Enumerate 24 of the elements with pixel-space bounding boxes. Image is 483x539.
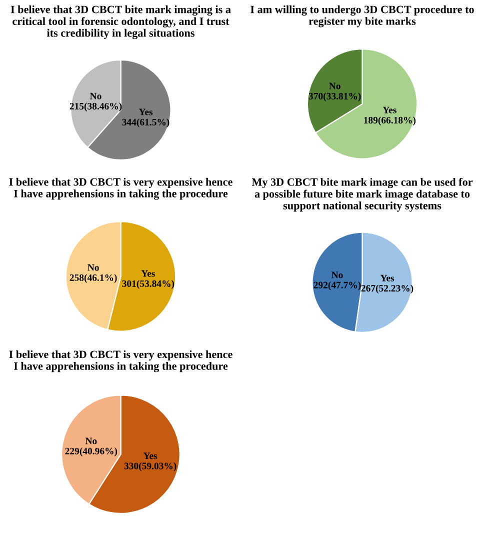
text: I believe that 3D CBCT is very expensive hence I have apprehensions in taking the procedure: [9, 350, 232, 372]
slice-label: Yes: [141, 270, 155, 277]
chart-title: I am willing to undergo 3D CBCT procedure to register my bite marks: [250, 5, 474, 28]
data-label: 258(46.1%): [70, 274, 117, 283]
slice-label: No: [329, 82, 340, 90]
slice-label: Yes: [382, 106, 396, 114]
chart-title: I believe that 3D CBCT bite mark imaging is a critical tool in forensic odontology, and I trust its credibility in legal situations: [10, 5, 231, 40]
slice-label: No: [88, 264, 99, 271]
data-label: 370(33.81%): [308, 92, 361, 102]
chart-title: My 3D CBCT bite mark image can be used for a possible future bite mark image database to support national security systems: [252, 178, 473, 212]
slice-label: No: [90, 92, 102, 100]
data-label: 215(38.46%): [70, 102, 122, 112]
data-label: 189(66.18%): [364, 116, 416, 126]
slice-label: Yes: [380, 274, 394, 282]
slice-label: No: [331, 272, 343, 278]
data-label: 330(59.03%): [124, 462, 176, 472]
chart-title: I believe that 3D CBCT is very expensive hence I have apprehensions in taking the procedure: [9, 178, 232, 200]
data-label: 292(47.7%): [314, 281, 361, 290]
slice-label: Yes: [138, 108, 153, 116]
data-label: 267(52.23%): [361, 284, 414, 294]
data-label: 301(53.84%): [122, 280, 174, 289]
slice-label: No: [85, 438, 97, 444]
data-label: 229(40.96%): [65, 448, 118, 456]
slice-label: Yes: [143, 452, 158, 460]
